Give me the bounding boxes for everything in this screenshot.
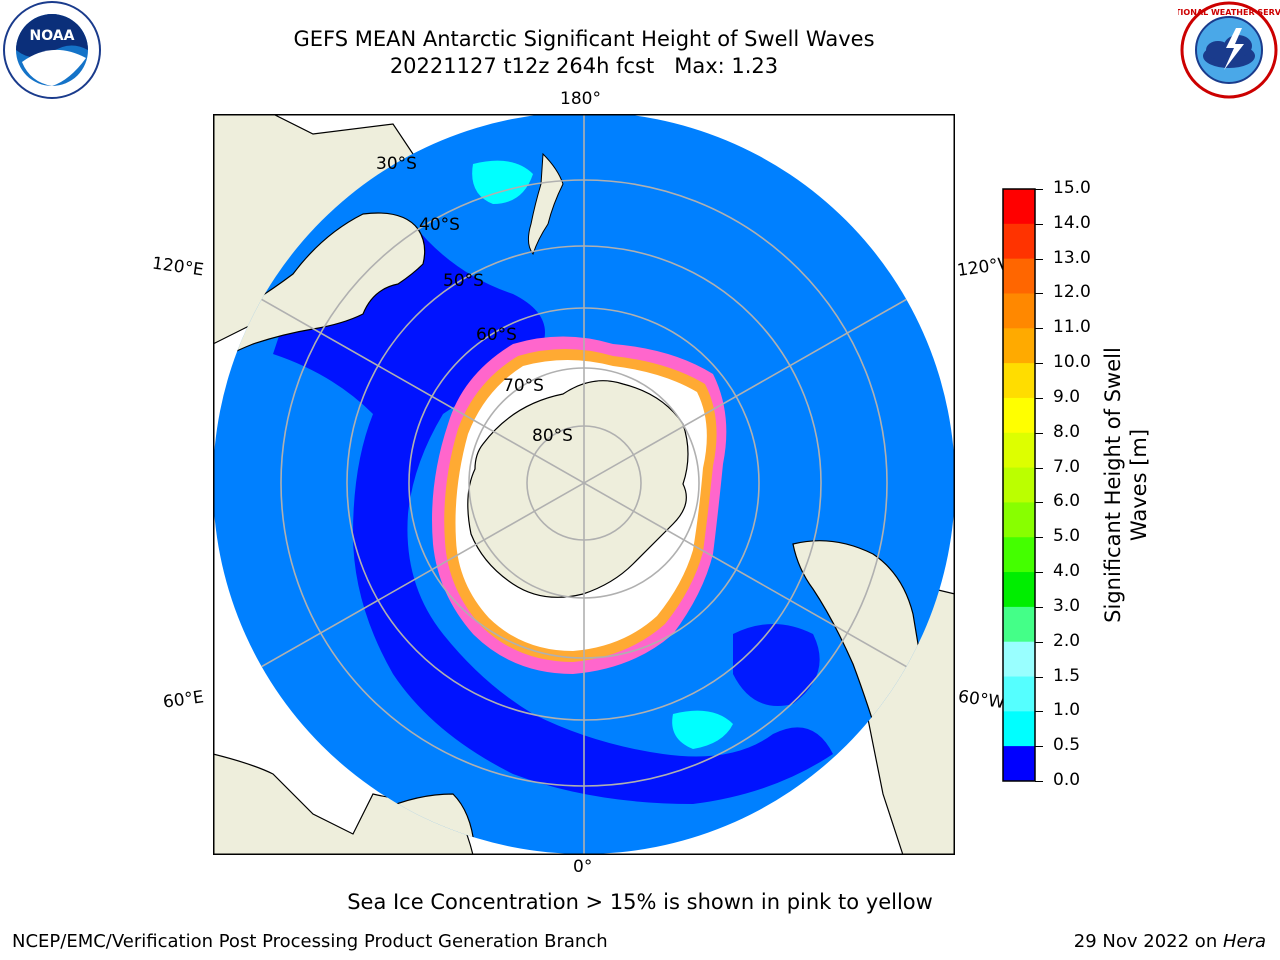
colorbar bbox=[1002, 188, 1036, 782]
footer-credit: NCEP/EMC/Verification Post Processing Pr… bbox=[12, 931, 608, 952]
nws-logo: NATIONAL WEATHER SERVICE bbox=[1178, 1, 1280, 99]
polar-map: 30°S 40°S 50°S 60°S 70°S 80°S bbox=[213, 114, 955, 855]
colorbar-segment bbox=[1003, 258, 1035, 294]
colorbar-segment bbox=[1003, 572, 1035, 608]
colorbar-segment bbox=[1003, 293, 1035, 329]
colorbar-tick bbox=[1035, 502, 1043, 504]
lon-label-60e: 60°E bbox=[161, 687, 206, 713]
colorbar-tick-label: 9.0 bbox=[1053, 386, 1081, 407]
colorbar-tick-label: 14.0 bbox=[1053, 212, 1091, 233]
colorbar-tick bbox=[1035, 746, 1043, 748]
colorbar-segment bbox=[1003, 606, 1035, 643]
lat-label-80s: 80°S bbox=[532, 426, 573, 446]
colorbar-tick bbox=[1035, 189, 1043, 190]
colorbar-tick bbox=[1035, 676, 1043, 678]
graticule bbox=[213, 114, 955, 854]
colorbar-tick bbox=[1035, 432, 1043, 434]
lat-label-50s: 50°S bbox=[443, 271, 484, 291]
colorbar-tick-label: 8.0 bbox=[1053, 421, 1081, 442]
footer-host: Hera bbox=[1222, 931, 1266, 952]
nws-logo-text: NATIONAL WEATHER SERVICE bbox=[1178, 8, 1280, 17]
colorbar-tick bbox=[1035, 328, 1043, 330]
sea-ice-caption: Sea Ice Concentration > 15% is shown in … bbox=[347, 890, 933, 914]
colorbar-tick-label: 10.0 bbox=[1053, 352, 1091, 373]
colorbar-tick bbox=[1035, 781, 1043, 782]
colorbar-segment bbox=[1003, 223, 1035, 260]
colorbar-tick bbox=[1035, 363, 1043, 365]
colorbar-tick bbox=[1035, 711, 1043, 713]
colorbar-tick-label: 15.0 bbox=[1053, 178, 1091, 198]
lat-label-70s: 70°S bbox=[503, 376, 544, 396]
colorbar-tick-label: 1.0 bbox=[1053, 700, 1081, 721]
noaa-logo-text: NOAA bbox=[30, 28, 75, 44]
footer-date: 29 Nov 2022 on Hera bbox=[1074, 931, 1266, 952]
footer-date-text: 29 Nov 2022 on bbox=[1073, 931, 1223, 952]
chart-subtitle: 20221127 t12z 264h fcst Max: 1.23 bbox=[389, 54, 779, 78]
chart-title: GEFS MEAN Antarctic Significant Height o… bbox=[293, 27, 875, 51]
colorbar-segment bbox=[1003, 363, 1035, 399]
colorbar-frame bbox=[1002, 188, 1036, 782]
noaa-logo: NOAA bbox=[3, 1, 101, 99]
colorbar-segment bbox=[1003, 676, 1035, 712]
colorbar-tick-label: 4.0 bbox=[1053, 561, 1081, 582]
lon-label-60w: 60°W bbox=[956, 686, 1007, 714]
colorbar-tick bbox=[1035, 467, 1043, 469]
colorbar-tick-label: 0.5 bbox=[1053, 735, 1081, 756]
colorbar-segment bbox=[1003, 641, 1035, 678]
colorbar-tick-label: 6.0 bbox=[1053, 491, 1081, 512]
colorbar-tick bbox=[1035, 572, 1043, 574]
colorbar-tick-label: 11.0 bbox=[1053, 317, 1091, 338]
colorbar-tick bbox=[1035, 537, 1043, 539]
colorbar-segment bbox=[1003, 328, 1035, 364]
colorbar-tick-label: 7.0 bbox=[1053, 456, 1081, 477]
colorbar-label: Significant Height of Swell Waves [m] bbox=[1101, 347, 1151, 623]
lat-label-60s: 60°S bbox=[476, 325, 517, 345]
colorbar-segment bbox=[1003, 397, 1035, 434]
lat-label-40s: 40°S bbox=[419, 215, 460, 235]
colorbar-tick bbox=[1035, 641, 1043, 643]
colorbar-segment bbox=[1003, 189, 1035, 225]
colorbar-tick bbox=[1035, 223, 1043, 225]
colorbar-segment bbox=[1003, 432, 1035, 469]
colorbar-segment bbox=[1003, 467, 1035, 503]
colorbar-tick-label: 0.0 bbox=[1053, 770, 1081, 790]
colorbar-tick bbox=[1035, 293, 1043, 295]
colorbar-segment bbox=[1003, 711, 1035, 747]
colorbar-tick-label: 2.0 bbox=[1053, 630, 1081, 651]
colorbar-segment bbox=[1003, 537, 1035, 573]
colorbar-tick-label: 12.0 bbox=[1053, 282, 1091, 303]
colorbar-tick-label: 3.0 bbox=[1053, 595, 1081, 616]
colorbar-tick-label: 1.5 bbox=[1053, 665, 1081, 686]
lat-label-30s: 30°S bbox=[376, 154, 417, 174]
colorbar-tick bbox=[1035, 397, 1043, 399]
lon-label-120e: 120°E bbox=[150, 253, 205, 281]
colorbar-tick bbox=[1035, 606, 1043, 608]
colorbar-segment bbox=[1003, 746, 1035, 781]
lon-label-0: 0° bbox=[573, 857, 593, 877]
colorbar-tick bbox=[1035, 258, 1043, 260]
lon-label-180: 180° bbox=[560, 89, 601, 109]
colorbar-segment bbox=[1003, 502, 1035, 538]
colorbar-tick-label: 5.0 bbox=[1053, 526, 1081, 547]
colorbar-tick-label: 13.0 bbox=[1053, 247, 1091, 268]
